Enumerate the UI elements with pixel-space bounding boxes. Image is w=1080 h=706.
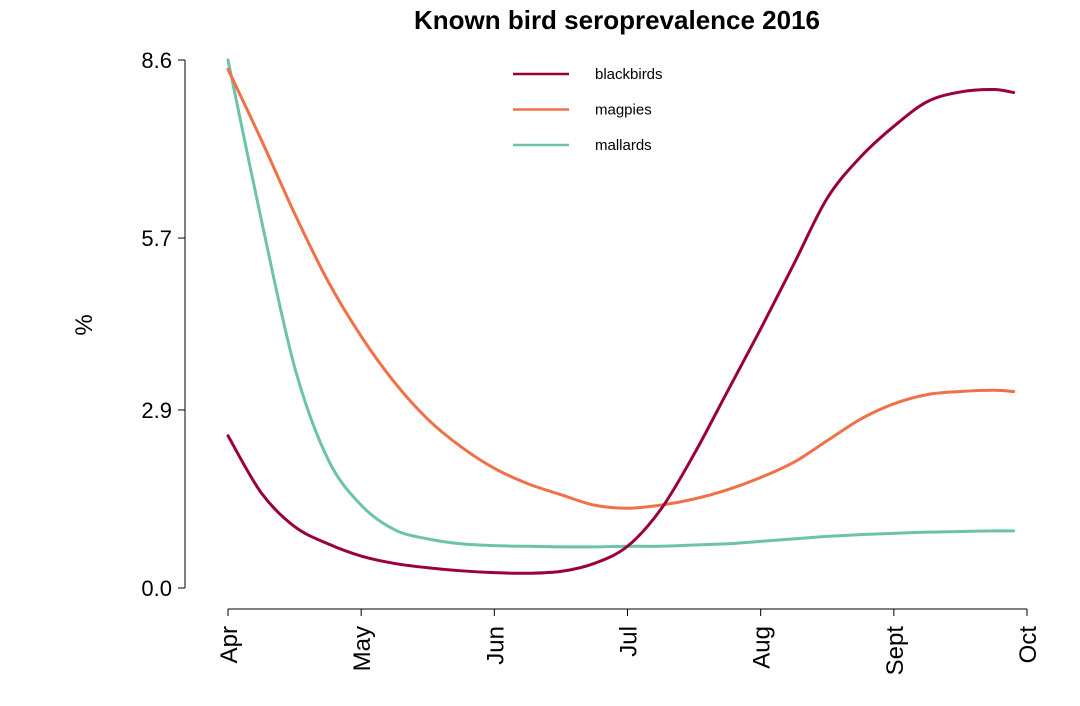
x-tick-label: Aug (749, 626, 776, 669)
series-line-blackbirds (226, 87, 1016, 575)
y-tick-label: 2.9 (141, 398, 172, 423)
legend-label-blackbirds: blackbirds (595, 66, 663, 83)
y-tick-label: 5.7 (141, 226, 172, 251)
x-tick-label: Jun (482, 626, 509, 665)
chart-title: Known bird seroprevalence 2016 (414, 5, 820, 35)
y-tick-label: 0.0 (141, 576, 172, 601)
legend: blackbirds magpies mallards (513, 66, 663, 154)
x-tick-label: Jul (616, 626, 643, 657)
y-ticks: 0.0 2.9 5.7 8.6 (141, 48, 185, 601)
x-tick-label: Sept (882, 626, 909, 676)
x-ticks: Apr May Jun Jul Aug Sept Oct (216, 609, 1042, 675)
series-line-magpies (226, 67, 1016, 510)
series-lines (226, 58, 1016, 575)
legend-label-mallards: mallards (595, 137, 652, 154)
y-tick-label: 8.6 (141, 48, 172, 73)
x-tick-label: Apr (216, 626, 243, 663)
legend-label-magpies: magpies (595, 102, 652, 119)
y-axis-label: % (71, 314, 98, 335)
x-tick-label: May (349, 626, 376, 671)
x-tick-label: Oct (1015, 626, 1042, 664)
series-line-mallards (226, 58, 1016, 549)
